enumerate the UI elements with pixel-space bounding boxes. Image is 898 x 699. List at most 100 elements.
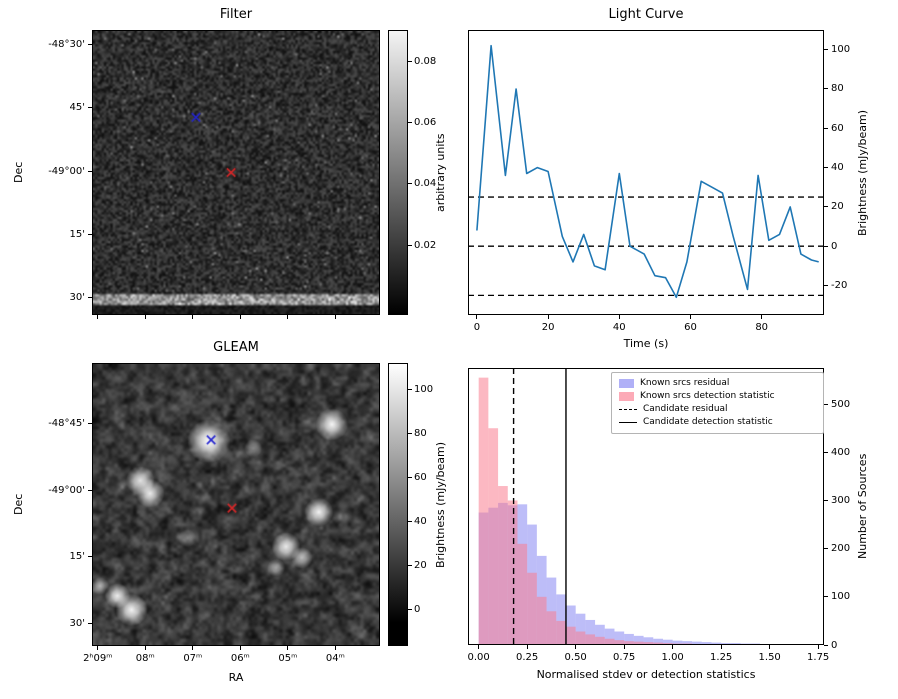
histogram-bar-series1 (614, 640, 625, 645)
tick-mark (88, 423, 92, 425)
tick-label: 100 (831, 44, 851, 56)
tick-label: 400 (831, 446, 851, 458)
legend-swatch-residual (619, 379, 634, 388)
tick-mark (408, 477, 412, 479)
tick-label: 20 (541, 321, 555, 333)
histogram-bar-series0 (662, 639, 673, 645)
tick-mark (88, 170, 92, 172)
histogram-bar-series0 (672, 640, 683, 645)
filter-colorbar-label: arbitrary units (434, 133, 447, 212)
tick-label: 0 (831, 639, 838, 651)
tick-mark (824, 167, 828, 169)
tick-mark (192, 315, 194, 319)
histogram-bar-series1 (498, 486, 508, 645)
tick-mark (88, 489, 92, 491)
histogram-bar-series0 (682, 641, 693, 645)
tick-label: 20 (414, 559, 427, 571)
tick-label: 05ᵐ (278, 652, 298, 664)
histogram-bar-series0 (711, 642, 722, 645)
histogram-bar-series0 (575, 613, 586, 645)
tick-mark (824, 644, 828, 646)
tick-label: 07ᵐ (183, 652, 203, 664)
tick-label: 80 (414, 428, 427, 440)
tick-label: -49°00' (48, 165, 85, 177)
tick-label: 1.75 (807, 651, 830, 663)
tick-label: 08ᵐ (135, 652, 155, 664)
gleam-colorbar-label: Brightness (mJy/beam) (434, 441, 447, 568)
tick-label: -48°30' (48, 38, 85, 50)
histogram-plot (468, 368, 824, 645)
legend-label-candidate-residual: Candidate residual (643, 404, 728, 414)
light-curve-line (476, 44, 819, 299)
gleam-plot-area (92, 363, 380, 646)
tick-mark (408, 433, 412, 435)
tick-mark (478, 645, 480, 649)
light-curve-title: Light Curve (608, 7, 684, 22)
tick-mark (824, 548, 828, 550)
histogram-bar-series1 (604, 638, 615, 645)
filter-colorbar (388, 30, 408, 315)
histogram-bar-series1 (517, 543, 528, 645)
tick-label: 200 (831, 543, 851, 555)
tick-label: 0 (414, 603, 421, 615)
tick-label: 0.08 (414, 55, 437, 67)
tick-mark (408, 60, 412, 62)
tick-label: 0.00 (467, 651, 490, 663)
histogram-bar-series0 (556, 594, 566, 645)
tick-mark (824, 596, 828, 598)
tick-mark (144, 315, 146, 319)
tick-label: 2ʰ09ᵐ (83, 652, 113, 664)
tick-mark (623, 645, 625, 649)
histogram-bar-series1 (488, 428, 499, 645)
tick-mark (287, 315, 289, 319)
tick-label: 0.75 (613, 651, 636, 663)
tick-mark (88, 107, 92, 109)
histogram-y-axis-label: Number of Sources (856, 453, 869, 560)
tick-mark (192, 646, 194, 650)
tick-label: 0.04 (414, 178, 437, 190)
tick-label: 40 (612, 321, 626, 333)
tick-label: 0 (473, 321, 481, 333)
legend-label-candidate-detstat: Candidate detection statistic (643, 417, 773, 427)
tick-mark (526, 645, 528, 649)
tick-label: 1.25 (710, 651, 733, 663)
histogram-bar-series0 (701, 642, 712, 645)
histogram-bar-series0 (585, 619, 596, 645)
histogram-bar-series0 (624, 633, 634, 645)
gleam-title: GLEAM (213, 340, 259, 355)
tick-label: 20 (831, 201, 844, 213)
histogram-bar-series0 (614, 631, 625, 645)
tick-mark (575, 645, 577, 649)
tick-mark (408, 608, 412, 610)
tick-mark (690, 315, 691, 319)
tick-label: 0.06 (414, 117, 437, 129)
tick-mark (720, 645, 722, 649)
tick-mark (824, 206, 828, 208)
tick-mark (824, 127, 828, 129)
tick-mark (239, 646, 241, 650)
tick-label: 1.00 (661, 651, 684, 663)
tick-label: -20 (831, 280, 848, 292)
histogram-bar-series0 (595, 624, 605, 645)
tick-label: 80 (831, 83, 844, 95)
tick-mark (408, 183, 412, 185)
tick-label: 30' (69, 617, 85, 629)
tick-mark (672, 645, 674, 649)
histogram-bar-series1 (556, 620, 566, 645)
tick-mark (769, 645, 771, 649)
tick-label: 1.50 (758, 651, 781, 663)
histogram-bar-series1 (478, 377, 489, 645)
histogram-bar-series1 (585, 634, 596, 645)
tick-mark (824, 245, 828, 247)
tick-label: -49°00' (48, 484, 85, 496)
legend-row-residual: Known srcs residual (619, 377, 816, 390)
gleam-colorbar (388, 363, 408, 646)
filter-title: Filter (219, 7, 253, 22)
tick-label: 40 (414, 515, 427, 527)
histogram-frame (468, 368, 824, 645)
tick-label: -48°45' (48, 418, 85, 430)
tick-mark (334, 646, 336, 650)
tick-mark (408, 122, 412, 124)
tick-mark (618, 315, 620, 319)
tick-mark (476, 315, 478, 319)
